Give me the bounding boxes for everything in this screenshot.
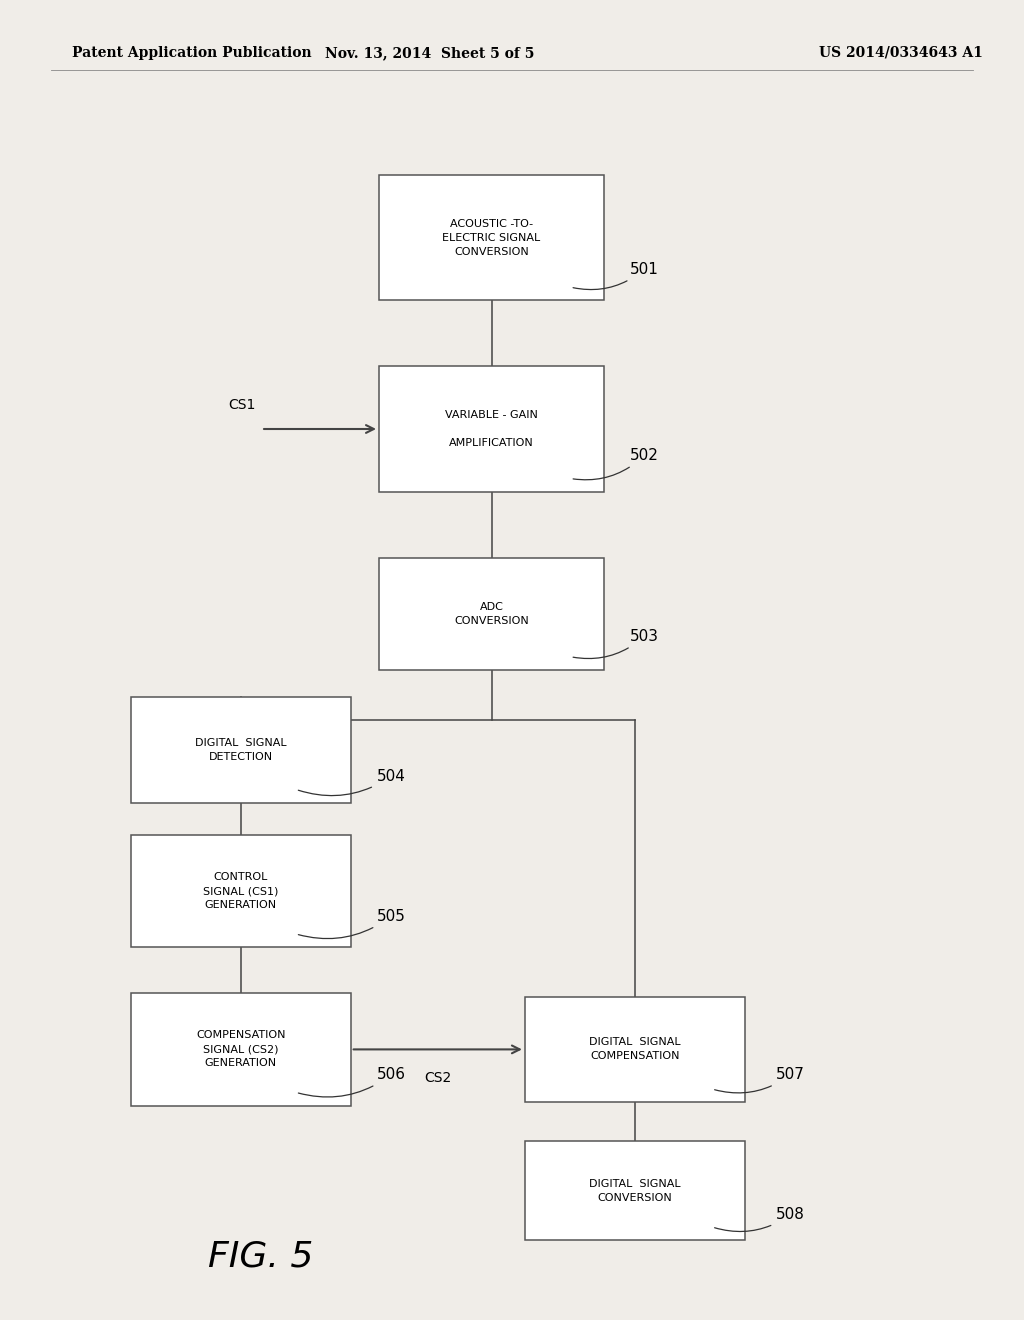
- Text: Nov. 13, 2014  Sheet 5 of 5: Nov. 13, 2014 Sheet 5 of 5: [326, 46, 535, 59]
- Text: ADC
CONVERSION: ADC CONVERSION: [455, 602, 528, 626]
- Bar: [131, 993, 350, 1106]
- Text: 503: 503: [573, 628, 658, 659]
- Text: FIG. 5: FIG. 5: [209, 1239, 313, 1274]
- Text: 506: 506: [298, 1067, 406, 1097]
- Bar: [131, 697, 350, 803]
- Text: 502: 502: [573, 447, 658, 479]
- Text: VARIABLE - GAIN

AMPLIFICATION: VARIABLE - GAIN AMPLIFICATION: [445, 411, 538, 447]
- Text: ACOUSTIC -TO-
ELECTRIC SIGNAL
CONVERSION: ACOUSTIC -TO- ELECTRIC SIGNAL CONVERSION: [442, 219, 541, 256]
- Bar: [379, 366, 604, 491]
- Text: DIGITAL  SIGNAL
COMPENSATION: DIGITAL SIGNAL COMPENSATION: [589, 1038, 681, 1061]
- Bar: [379, 176, 604, 301]
- Text: Patent Application Publication: Patent Application Publication: [72, 46, 311, 59]
- Bar: [131, 834, 350, 948]
- Text: COMPENSATION
SIGNAL (CS2)
GENERATION: COMPENSATION SIGNAL (CS2) GENERATION: [196, 1031, 286, 1068]
- Bar: [524, 997, 744, 1102]
- Text: DIGITAL  SIGNAL
CONVERSION: DIGITAL SIGNAL CONVERSION: [589, 1179, 681, 1203]
- Text: 504: 504: [298, 768, 406, 796]
- Text: 505: 505: [298, 908, 406, 939]
- Text: US 2014/0334643 A1: US 2014/0334643 A1: [819, 46, 983, 59]
- Bar: [379, 557, 604, 671]
- Text: CONTROL
SIGNAL (CS1)
GENERATION: CONTROL SIGNAL (CS1) GENERATION: [203, 873, 279, 909]
- Text: 507: 507: [715, 1067, 805, 1093]
- Text: 508: 508: [715, 1206, 805, 1232]
- Text: 501: 501: [573, 261, 658, 289]
- Text: DIGITAL  SIGNAL
DETECTION: DIGITAL SIGNAL DETECTION: [195, 738, 287, 762]
- Bar: [524, 1140, 744, 1241]
- Text: CS2: CS2: [424, 1071, 452, 1085]
- Text: CS1: CS1: [228, 397, 256, 412]
